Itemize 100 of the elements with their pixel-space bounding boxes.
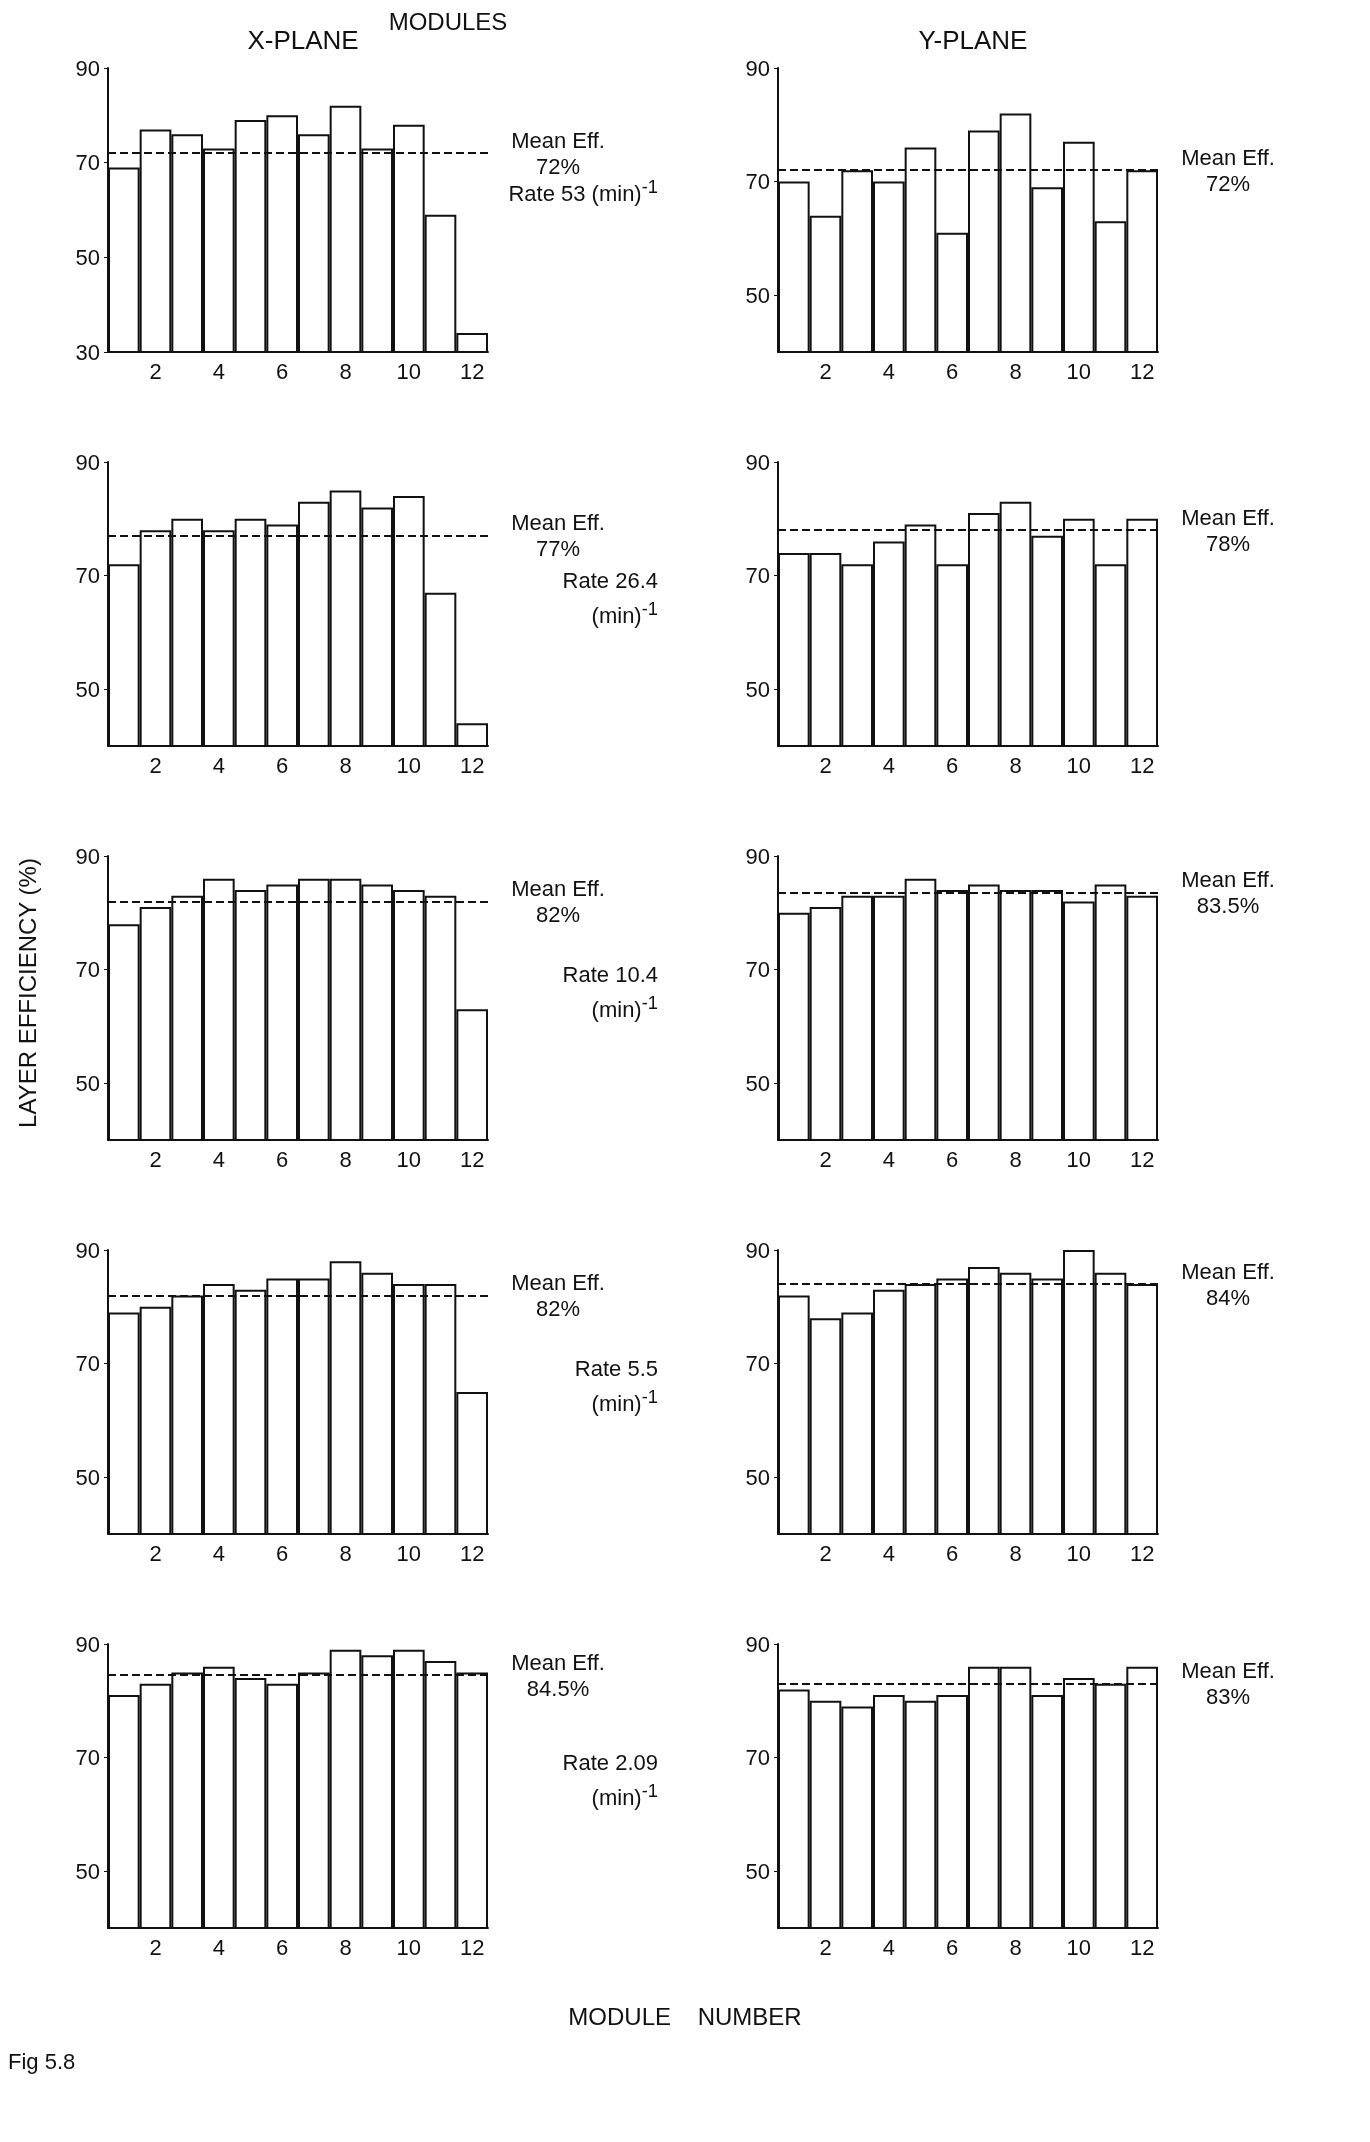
- x-tick-label: 12: [1129, 752, 1155, 778]
- y-tick-label: 90: [745, 449, 770, 475]
- y-tick-label: 50: [75, 244, 100, 270]
- y-tick-label: 70: [75, 1351, 100, 1377]
- x-tick-label: 4: [212, 752, 225, 778]
- y-tick-label: 50: [745, 1070, 770, 1096]
- x-tick-label: 6: [276, 1146, 289, 1172]
- y-tick-label: 90: [745, 843, 770, 869]
- y-tick-label: 30: [75, 339, 100, 365]
- y-tick-label: 50: [745, 676, 770, 702]
- x-tick-label: 6: [946, 1540, 959, 1566]
- x-tick-label: 2: [819, 358, 832, 384]
- x-tick-label: 12: [1129, 358, 1155, 384]
- x-tick-label: 6: [946, 358, 959, 384]
- x-tick-label: 8: [339, 752, 352, 778]
- y-tick-label: 50: [745, 1464, 770, 1490]
- chart-title: X-PLANE: [247, 25, 359, 55]
- chart-title: Y-PLANE: [918, 25, 1028, 55]
- ref-line-label: Mean Eff. 72%: [511, 127, 605, 179]
- x-tick-label: 12: [1129, 1934, 1155, 1960]
- y-tick-label: 70: [745, 1745, 770, 1771]
- ref-line-label: Mean Eff. 82%: [511, 875, 605, 927]
- y-axis-title: LAYER EFFICIENCY (%): [14, 858, 42, 1128]
- x-tick-label: 6: [946, 1146, 959, 1172]
- y-tick-label: 50: [745, 282, 770, 308]
- x-tick-label: 4: [882, 1934, 895, 1960]
- x-tick-label: 10: [1066, 752, 1092, 778]
- x-tick-label: 8: [339, 1540, 352, 1566]
- x-tick-label: 10: [396, 1146, 422, 1172]
- x-tick-label: 12: [459, 358, 485, 384]
- text: Rate 5.5 (min)$^{-1}$: [573, 1355, 658, 1419]
- y-tick-label: 70: [745, 563, 770, 589]
- x-tick-label: 4: [882, 752, 895, 778]
- caption: Fig 5.8: [8, 2048, 76, 2076]
- x-tick-label: 4: [882, 1146, 895, 1172]
- y-tick-label: 90: [745, 1237, 770, 1263]
- text: Rate 53 (min)$^{-1}$: [508, 176, 658, 207]
- y-tick-label: 90: [745, 1631, 770, 1657]
- x-tick-label: 8: [1009, 1934, 1022, 1960]
- x-tick-label: 6: [276, 358, 289, 384]
- x-tick-label: 10: [1066, 1540, 1092, 1566]
- x-tick-label: 4: [212, 358, 225, 384]
- x-tick-label: 10: [396, 752, 422, 778]
- y-tick-label: 70: [75, 563, 100, 589]
- y-tick-label: 50: [75, 1070, 100, 1096]
- x-tick-label: 6: [276, 752, 289, 778]
- ref-line-label: Mean Eff. 84%: [1181, 1258, 1275, 1310]
- y-tick-label: 90: [75, 1237, 100, 1263]
- x-tick-label: 8: [1009, 1540, 1022, 1566]
- x-tick-label: 2: [149, 1146, 162, 1172]
- y-tick-label: 70: [745, 957, 770, 983]
- x-tick-label: 10: [396, 358, 422, 384]
- y-tick-label: 90: [75, 1631, 100, 1657]
- y-tick-label: 70: [745, 169, 770, 195]
- ref-line-label: Mean Eff. 83.5%: [1181, 867, 1275, 919]
- x-tick-label: 8: [1009, 752, 1022, 778]
- x-tick-label: 10: [1066, 1146, 1092, 1172]
- x-tick-label: 2: [819, 1146, 832, 1172]
- y-tick-label: 50: [75, 676, 100, 702]
- x-tick-label: 4: [212, 1146, 225, 1172]
- x-tick-label: 2: [149, 358, 162, 384]
- x-tick-label: 12: [1129, 1540, 1155, 1566]
- x-tick-label: 10: [1066, 358, 1092, 384]
- text: Rate 26.4 (min)$^{-1}$: [561, 567, 658, 631]
- x-tick-label: 6: [946, 752, 959, 778]
- x-axis-title: MODULE NUMBER: [567, 2003, 803, 2031]
- x-tick-label: 6: [946, 1934, 959, 1960]
- x-tick-label: 2: [819, 1540, 832, 1566]
- y-tick-label: 70: [75, 1745, 100, 1771]
- x-tick-label: 2: [149, 1540, 162, 1566]
- x-tick-label: 10: [1066, 1934, 1092, 1960]
- x-tick-label: 10: [396, 1934, 422, 1960]
- y-tick-label: 90: [75, 449, 100, 475]
- ref-line-label: Mean Eff. 72%: [1181, 144, 1275, 196]
- x-tick-label: 12: [1129, 1146, 1155, 1172]
- x-tick-label: 8: [339, 1146, 352, 1172]
- y-tick-label: 50: [75, 1858, 100, 1884]
- x-tick-label: 4: [882, 358, 895, 384]
- x-tick-label: 8: [339, 1934, 352, 1960]
- y-tick-label: 50: [75, 1464, 100, 1490]
- x-tick-label: 8: [1009, 1146, 1022, 1172]
- x-tick-label: 12: [459, 1934, 485, 1960]
- ref-line-label: Mean Eff. 84.5%: [511, 1649, 605, 1701]
- y-tick-label: 90: [745, 55, 770, 81]
- y-tick-label: 90: [75, 55, 100, 81]
- ref-line-label: Mean Eff. 83%: [1181, 1658, 1275, 1710]
- y-tick-label: 90: [75, 843, 100, 869]
- text: Rate 10.4 (min)$^{-1}$: [561, 961, 658, 1025]
- x-tick-label: 12: [459, 1540, 485, 1566]
- x-tick-label: 12: [459, 1146, 485, 1172]
- x-tick-label: 2: [819, 752, 832, 778]
- x-tick-label: 2: [149, 752, 162, 778]
- x-tick-label: 6: [276, 1540, 289, 1566]
- x-tick-label: 4: [212, 1540, 225, 1566]
- y-tick-label: 70: [745, 1351, 770, 1377]
- x-tick-label: 4: [882, 1540, 895, 1566]
- x-tick-label: 6: [276, 1934, 289, 1960]
- ref-line-label: Mean Eff. 78%: [1181, 504, 1275, 556]
- y-tick-label: 50: [745, 1858, 770, 1884]
- x-tick-label: 2: [819, 1934, 832, 1960]
